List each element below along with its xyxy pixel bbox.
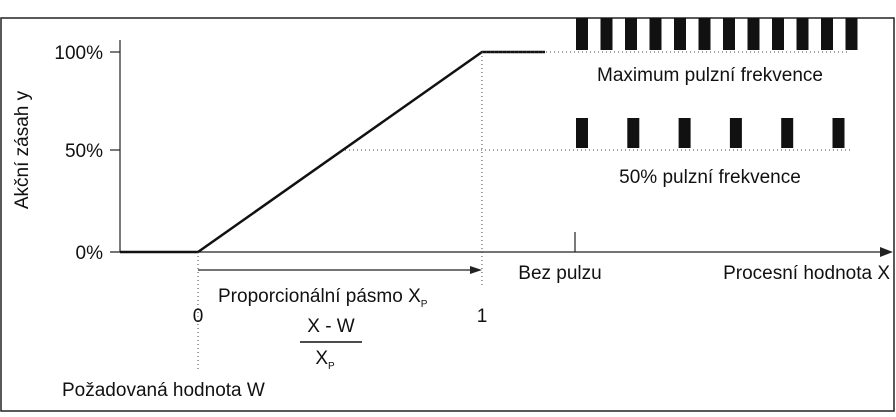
pulse bbox=[576, 18, 588, 50]
pulse bbox=[674, 18, 686, 50]
label: Požadovaná hodnota W bbox=[62, 380, 265, 401]
x: X bbox=[315, 348, 328, 369]
tick-label: 100% bbox=[54, 43, 103, 64]
band: Proporcionální pásmo X bbox=[218, 286, 421, 307]
y-axis-label: Akční zásah y bbox=[12, 90, 33, 209]
pulse bbox=[649, 18, 662, 50]
arrowhead bbox=[470, 266, 482, 274]
tick-label: 50% bbox=[65, 141, 103, 162]
label: Bez pulzu bbox=[518, 263, 601, 284]
characteristic bbox=[120, 50, 545, 254]
pulse bbox=[821, 18, 833, 50]
x-axis-label: Procesní hodnota X bbox=[723, 263, 890, 284]
arrowhead bbox=[880, 247, 893, 257]
pulse bbox=[845, 18, 858, 50]
tick-label: 0% bbox=[76, 243, 104, 264]
pulse bbox=[772, 18, 784, 50]
pulse bbox=[627, 118, 640, 148]
pulse bbox=[832, 118, 845, 148]
pulse bbox=[747, 18, 760, 50]
pulse bbox=[576, 118, 588, 148]
pulse bbox=[729, 118, 742, 148]
pulse bbox=[723, 18, 735, 50]
pulse bbox=[625, 18, 637, 50]
fraction-bottom: XP bbox=[315, 348, 335, 372]
pulse bbox=[600, 18, 613, 50]
label: 50% pulzní frekvence bbox=[619, 167, 801, 188]
tick-label: 0 bbox=[193, 306, 204, 327]
pulse bbox=[678, 118, 691, 148]
sub: P bbox=[328, 361, 335, 372]
frame bbox=[0, 17, 895, 412]
sub: P bbox=[421, 299, 428, 310]
tick-label: 1 bbox=[477, 306, 488, 327]
label: Maximum pulzní frekvence bbox=[597, 65, 823, 86]
pulse bbox=[698, 18, 711, 50]
pulse bbox=[781, 118, 794, 148]
pulses bbox=[576, 18, 858, 148]
pulse bbox=[796, 18, 809, 50]
label: Proporcionální pásmo XP bbox=[218, 286, 428, 310]
fraction-top: X - W bbox=[307, 316, 355, 337]
